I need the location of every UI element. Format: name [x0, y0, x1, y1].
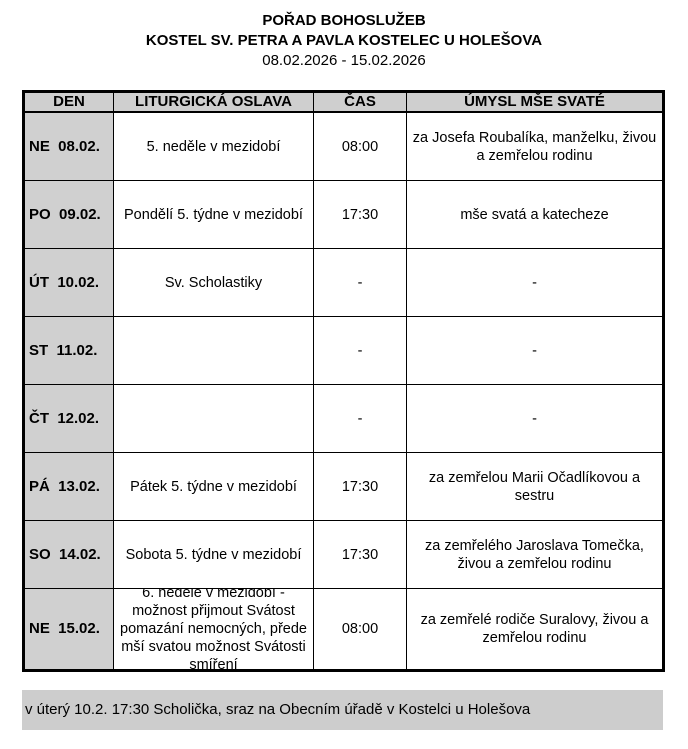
day-cell: NE 08.02. [23, 111, 114, 181]
page-title: POŘAD BOHOSLUŽEB [262, 12, 426, 29]
celebration-cell: 6. neděle v mezidobí - možnost přijmout … [113, 588, 314, 671]
time-cell: 17:30 [313, 180, 407, 249]
celebration-cell-text: Sobota 5. týdne v mezidobí [125, 546, 302, 563]
day-cell-text: PO 09.02. [29, 205, 101, 223]
intention-cell: za zemřelou Marii Očadlíkovou a sestru [406, 452, 664, 521]
announcement-note: v úterý 10.2. 17:30 Scholička, sraz na O… [22, 690, 663, 730]
day-cell: ČT 12.02. [23, 384, 114, 453]
time-cell: - [313, 384, 407, 453]
time-cell: 08:00 [313, 588, 407, 671]
time-cell-text: 17:30 [341, 206, 379, 223]
time-cell-text: - [357, 410, 363, 427]
intention-cell: za zemřelé rodiče Suralovy, živou a zemř… [406, 588, 664, 671]
time-cell-text: 08:00 [341, 621, 379, 637]
intention-cell-text: za Josefa Roubalíka, manželku, živou a z… [412, 129, 657, 164]
time-cell: 17:30 [313, 452, 407, 521]
day-cell-text: SO 14.02. [29, 545, 101, 563]
intention-cell: za zemřelého Jaroslava Tomečka, živou a … [406, 520, 664, 589]
column-header-time: ČAS [313, 91, 407, 113]
date-range: 08.02.2026 - 15.02.2026 [262, 52, 426, 69]
church-name: KOSTEL SV. PETRA A PAVLA KOSTELEC U HOLE… [145, 32, 543, 49]
time-cell-text: - [357, 342, 363, 359]
celebration-cell: 5. neděle v mezidobí [113, 111, 314, 181]
celebration-cell: Pátek 5. týdne v mezidobí [113, 452, 314, 521]
time-cell: - [313, 316, 407, 385]
day-cell: ÚT 10.02. [23, 248, 114, 317]
celebration-cell [113, 384, 314, 453]
intention-cell: za Josefa Roubalíka, manželku, živou a z… [406, 111, 664, 181]
intention-cell-text: - [532, 274, 537, 291]
day-cell: SO 14.02. [23, 520, 114, 589]
day-cell-text: ST 11.02. [29, 341, 98, 359]
celebration-cell-text: Sv. Scholastiky [164, 274, 263, 291]
celebration-cell-text: Pondělí 5. týdne v mezidobí [124, 206, 303, 223]
time-cell: 17:30 [313, 520, 407, 589]
table-header-row: DEN LITURGICKÁ OSLAVA ČAS ÚMYSL MŠE SVAT… [23, 91, 664, 113]
table-row: PO 09.02. Pondělí 5. týdne v mezidobí 17:3… [23, 180, 664, 249]
time-cell-text: 08:00 [341, 138, 379, 155]
day-cell: PÁ 13.02. [23, 452, 114, 521]
schedule-table: DEN LITURGICKÁ OSLAVA ČAS ÚMYSL MŠE SVAT… [22, 90, 665, 672]
time-cell-text: 17:30 [341, 478, 379, 495]
table-row: NE 15.02. 6. neděle v mezidobí - možnost … [23, 588, 664, 671]
celebration-cell [113, 316, 314, 385]
column-header-celebration: LITURGICKÁ OSLAVA [113, 91, 314, 113]
day-cell-text: NE 15.02. [29, 620, 100, 637]
intention-cell-text: - [532, 410, 537, 427]
day-cell-text: NE 08.02. [29, 137, 100, 155]
day-cell: PO 09.02. [23, 180, 114, 249]
time-cell: - [313, 248, 407, 317]
celebration-cell-text: 6. neděle v mezidobí - možnost přijmout … [120, 589, 307, 670]
day-cell-text: PÁ 13.02. [29, 477, 100, 495]
intention-cell-text: za zemřelé rodiče Suralovy, živou a zemř… [420, 612, 649, 646]
intention-cell-text: mše svatá a katecheze [460, 206, 609, 223]
time-cell-text: - [357, 274, 363, 291]
table-row: PÁ 13.02. Pátek 5. týdne v mezidobí 17:30 z… [23, 452, 664, 521]
celebration-cell: Sobota 5. týdne v mezidobí [113, 520, 314, 589]
celebration-cell-text: 5. neděle v mezidobí [146, 138, 281, 155]
table-row: ÚT 10.02. Sv. Scholastiky - - [23, 248, 664, 317]
day-cell-text: ČT 12.02. [29, 409, 100, 427]
intention-cell-text: za zemřelou Marii Očadlíkovou a sestru [428, 469, 641, 504]
day-cell-text: ÚT 10.02. [29, 273, 100, 291]
day-cell: ST 11.02. [23, 316, 114, 385]
celebration-cell: Sv. Scholastiky [113, 248, 314, 317]
day-cell: NE 15.02. [23, 588, 114, 671]
table-row: ČT 12.02. - - [23, 384, 664, 453]
time-cell: 08:00 [313, 111, 407, 181]
column-header-intention: ÚMYSL MŠE SVATÉ [406, 91, 664, 113]
celebration-cell: Pondělí 5. týdne v mezidobí [113, 180, 314, 249]
intention-cell: - [406, 316, 664, 385]
intention-cell: - [406, 384, 664, 453]
column-header-day: DEN [23, 91, 114, 113]
intention-cell: - [406, 248, 664, 317]
table-row: SO 14.02. Sobota 5. týdne v mezidobí 17:30… [23, 520, 664, 589]
time-cell-text: 17:30 [341, 546, 379, 563]
table-row: NE 08.02. 5. neděle v mezidobí 08:00 za Jos… [23, 111, 664, 181]
intention-cell-text: - [532, 342, 537, 359]
celebration-cell-text: Pátek 5. týdne v mezidobí [130, 478, 297, 495]
table-row: ST 11.02. - - [23, 316, 664, 385]
intention-cell-text: za zemřelého Jaroslava Tomečka, živou a … [425, 537, 644, 572]
intention-cell: mše svatá a katecheze [406, 180, 664, 249]
